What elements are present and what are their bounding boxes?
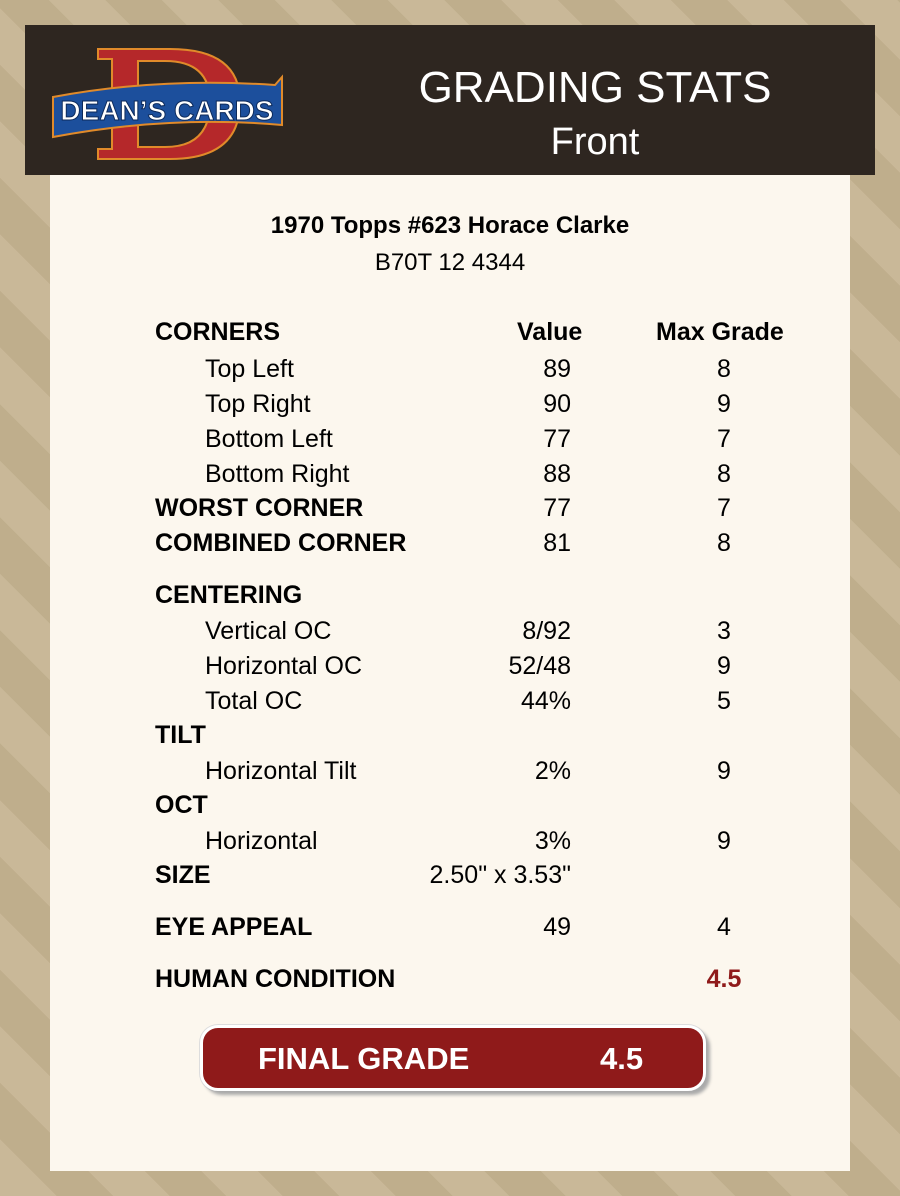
stat-label: Top Right [205, 390, 311, 418]
svg-text:DEAN’S CARDS: DEAN’S CARDS [60, 95, 273, 126]
stat-row: HUMAN CONDITION 4.5 [0, 965, 900, 995]
stat-max-grade: 7 [717, 494, 731, 522]
stat-max-grade: 9 [717, 827, 731, 855]
max-grade-column-header: Max Grade [656, 318, 784, 346]
stat-label: HUMAN CONDITION [155, 965, 396, 993]
stat-value: 2.50" x 3.53" [429, 861, 571, 889]
stat-max-grade: 8 [717, 460, 731, 488]
stat-value: 44% [520, 687, 571, 715]
stat-max-grade: 9 [717, 390, 731, 418]
stat-row: EYE APPEAL 49 4 [0, 913, 900, 943]
stat-row: TILT [0, 721, 900, 751]
stat-row: Total OC 44% 5 [0, 687, 900, 717]
stat-label: WORST CORNER [155, 494, 364, 522]
stat-label: Horizontal [205, 827, 318, 855]
stat-label: EYE APPEAL [155, 913, 313, 941]
stat-value: 77 [543, 425, 571, 453]
stat-label: Vertical OC [205, 617, 332, 645]
stat-value: 8/92 [522, 617, 571, 645]
stat-label: OCT [155, 791, 208, 819]
stat-row: Bottom Right 88 8 [0, 460, 900, 490]
stat-label: Horizontal OC [205, 652, 362, 680]
stat-value: 77 [543, 494, 571, 522]
card-code: B70T 12 4344 [374, 249, 526, 276]
stat-row: SIZE 2.50" x 3.53" [0, 861, 900, 891]
stat-value: 3% [534, 827, 571, 855]
stat-row: Horizontal Tilt 2% 9 [0, 757, 900, 787]
stat-max-grade: 8 [717, 355, 731, 383]
stat-label: COMBINED CORNER [155, 529, 407, 557]
final-grade-value: 4.5 [600, 1041, 644, 1076]
stat-row: COMBINED CORNER 81 8 [0, 529, 900, 559]
deans-cards-logo: DEAN’S CARDS [52, 48, 283, 160]
stat-label: TILT [155, 721, 206, 749]
stat-row: CENTERING [0, 581, 900, 611]
stat-label: Horizontal Tilt [205, 757, 357, 785]
stat-value: 88 [543, 460, 571, 488]
stat-value: 81 [543, 529, 571, 557]
stat-label: Top Left [205, 355, 294, 383]
stat-label: Total OC [205, 687, 303, 715]
stat-row: Vertical OC 8/92 3 [0, 617, 900, 647]
final-grade-label: FINAL GRADE [258, 1041, 470, 1076]
column-header: CORNERS Value Max Grade [0, 318, 900, 348]
corners-heading: CORNERS [155, 318, 281, 346]
stat-label: SIZE [155, 861, 211, 889]
header: DEAN’S CARDS GRADING STATS Front [25, 25, 875, 175]
stat-max-grade: 8 [717, 529, 731, 557]
stat-value: 49 [543, 913, 571, 941]
stat-row: Top Right 90 9 [0, 390, 900, 420]
stat-max-grade: 9 [717, 757, 731, 785]
stat-row: Horizontal 3% 9 [0, 827, 900, 857]
stat-max-grade: 5 [717, 687, 731, 715]
stat-row: Bottom Left 77 7 [0, 425, 900, 455]
stat-label: Bottom Right [205, 460, 350, 488]
stat-row: Horizontal OC 52/48 9 [0, 652, 900, 682]
stat-row: WORST CORNER 77 7 [0, 494, 900, 524]
stat-value: 89 [543, 355, 571, 383]
page-subtitle: Front [550, 121, 640, 163]
stat-max-grade: 4 [717, 913, 731, 941]
card-name: 1970 Topps #623 Horace Clarke [270, 212, 630, 239]
stat-label: CENTERING [155, 581, 303, 609]
stat-label: Bottom Left [205, 425, 333, 453]
stat-value: 90 [543, 390, 571, 418]
stat-value: 52/48 [508, 652, 571, 680]
stat-max-grade: 4.5 [706, 965, 742, 993]
stat-row: OCT [0, 791, 900, 821]
stat-row: Top Left 89 8 [0, 355, 900, 385]
stat-max-grade: 9 [717, 652, 731, 680]
page-title: GRADING STATS [418, 63, 772, 112]
stat-max-grade: 3 [717, 617, 731, 645]
stat-value: 2% [534, 757, 571, 785]
final-grade-banner: FINAL GRADE 4.5 [200, 1025, 706, 1091]
stats-panel [50, 175, 850, 1171]
value-column-header: Value [517, 318, 583, 346]
stat-max-grade: 7 [717, 425, 731, 453]
